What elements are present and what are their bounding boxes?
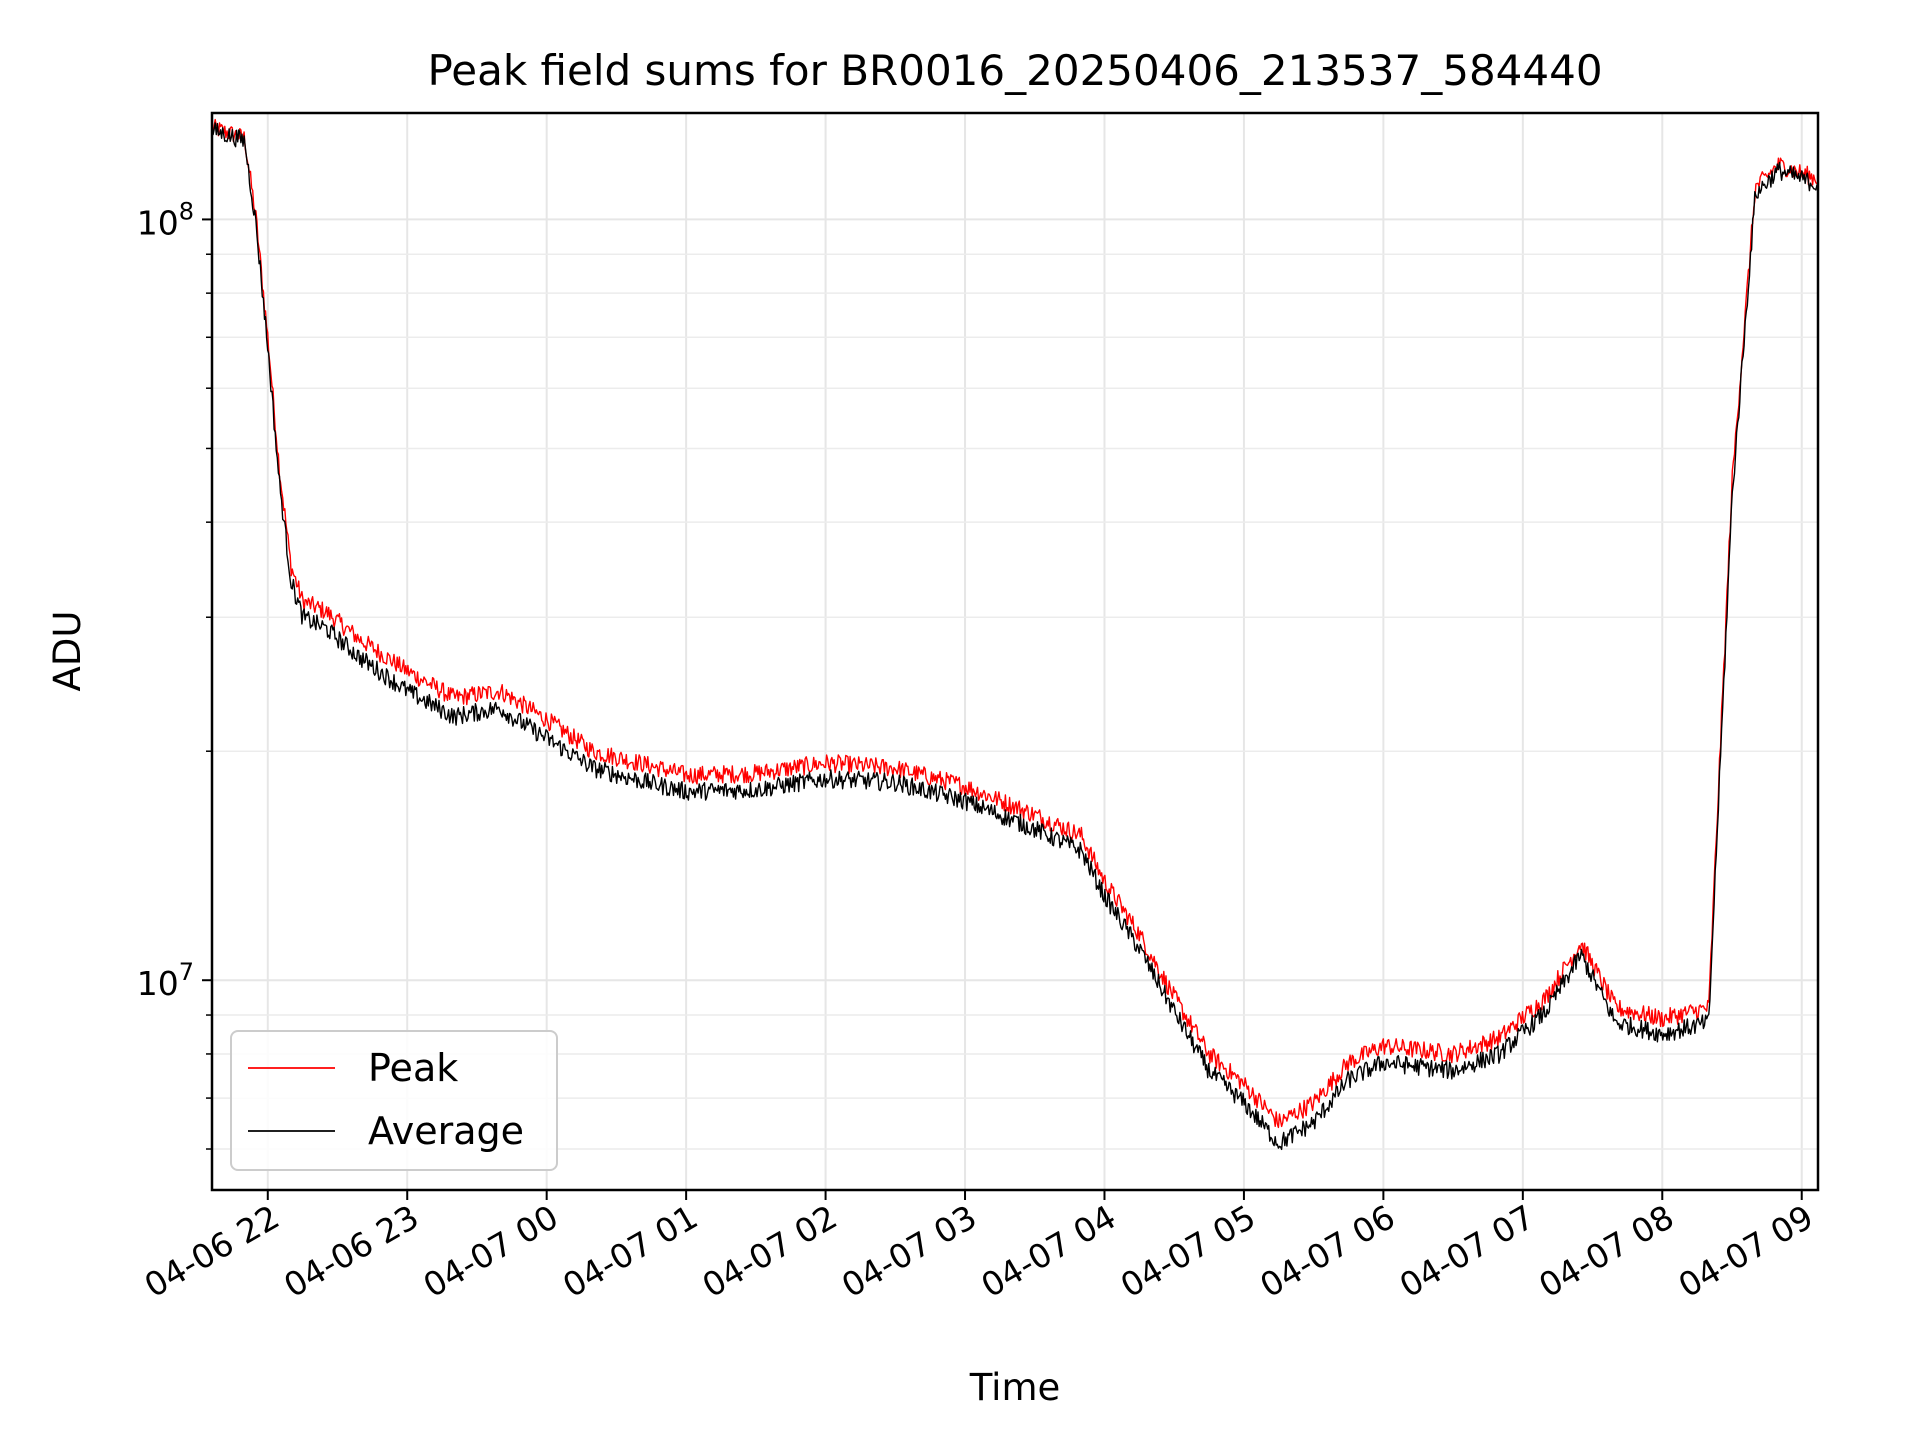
y-tick-label: 107: [137, 958, 194, 1003]
y-axis-label: ADU: [46, 611, 89, 692]
legend-label-average: Average: [368, 1109, 524, 1153]
y-tick-label: 108: [137, 197, 194, 242]
series-layer: [211, 118, 1819, 1151]
plot-frame: [210, 111, 1820, 1192]
legend-label-peak: Peak: [368, 1046, 458, 1090]
y-axis: 107 108: [137, 197, 212, 1150]
chart-title: Peak field sums for BR0016_20250406_2135…: [427, 46, 1602, 95]
series-line-average: [211, 122, 1819, 1151]
legend-box: [230, 1030, 558, 1171]
legend: Peak Average: [230, 1030, 558, 1171]
grid: [212, 113, 1818, 1190]
x-axis-label: Time: [969, 1366, 1061, 1409]
